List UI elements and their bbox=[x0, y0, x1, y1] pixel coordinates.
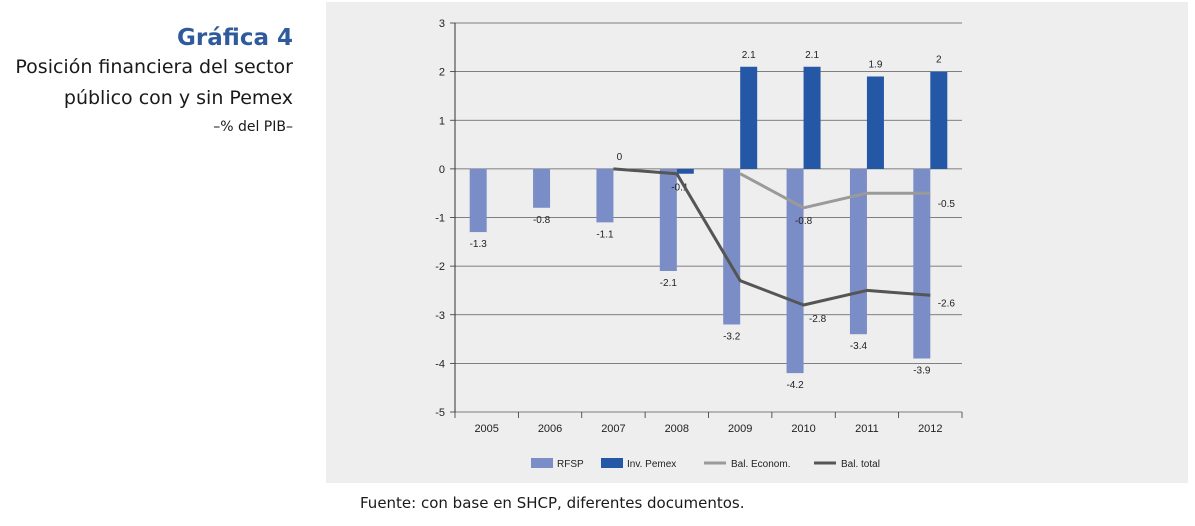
x-tick-label: 2005 bbox=[474, 423, 498, 435]
legend-label: RFSP bbox=[557, 459, 584, 470]
bar-inv-pemex bbox=[676, 168, 694, 174]
y-tick-label: 1 bbox=[439, 115, 445, 127]
line-bal-total-data-label: 0 bbox=[617, 152, 623, 163]
bar-rfsp bbox=[533, 168, 551, 208]
bar-rfsp bbox=[723, 168, 741, 325]
y-tick-label: -1 bbox=[435, 213, 445, 225]
x-tick-label: 2009 bbox=[728, 423, 752, 435]
x-tick-label: 2012 bbox=[918, 423, 942, 435]
y-tick-label: 3 bbox=[439, 18, 445, 30]
y-tick-label: -2 bbox=[435, 261, 445, 273]
data-label-rfsp: -2.1 bbox=[660, 278, 678, 289]
y-tick-label: -5 bbox=[435, 407, 445, 419]
y-tick-label: -3 bbox=[435, 310, 445, 322]
line-bal-total-data-label: -2.6 bbox=[938, 298, 956, 309]
data-label-inv-pemex: -0.1 bbox=[671, 183, 689, 194]
legend-label: Inv. Pemex bbox=[627, 459, 676, 470]
y-tick-label: -4 bbox=[435, 358, 445, 370]
x-tick-label: 2006 bbox=[538, 423, 562, 435]
bar-rfsp bbox=[659, 168, 677, 271]
data-label-rfsp: -4.2 bbox=[786, 380, 804, 391]
data-label-rfsp: -1.3 bbox=[470, 239, 488, 250]
legend-label: Bal. total bbox=[841, 459, 880, 470]
line-bal-econom bbox=[739, 172, 931, 210]
bar-inv-pemex bbox=[740, 66, 758, 169]
bar-inv-pemex bbox=[866, 76, 884, 169]
chart-title-line-1: Posición financiera del sector bbox=[15, 56, 293, 78]
line-bal-econom-data-label: -0.5 bbox=[938, 199, 956, 210]
data-label-rfsp: -3.2 bbox=[723, 331, 741, 342]
x-tick-label: 2008 bbox=[665, 423, 689, 435]
source-note: Fuente: con base en SHCP, diferentes doc… bbox=[360, 494, 745, 512]
line-bal-total bbox=[613, 167, 931, 307]
data-label-inv-pemex: 1.9 bbox=[868, 59, 882, 70]
y-tick-label: 0 bbox=[439, 164, 445, 176]
chart-subtitle: –% del PIB– bbox=[213, 119, 293, 135]
data-label-rfsp: -1.1 bbox=[596, 229, 614, 240]
legend-label: Bal. Econom. bbox=[731, 459, 790, 470]
bar-rfsp bbox=[469, 168, 487, 233]
bar-inv-pemex bbox=[803, 66, 821, 169]
chart-heading: Gráfica 4 Posición financiera del sector… bbox=[0, 24, 293, 138]
data-label-rfsp: -3.4 bbox=[850, 341, 868, 352]
data-label-inv-pemex: 2 bbox=[936, 55, 942, 66]
chart-title-line-2: público con y sin Pemex bbox=[63, 87, 293, 109]
line-bal-econom-data-label: -0.8 bbox=[795, 216, 813, 227]
data-label-inv-pemex: 2.1 bbox=[805, 50, 819, 61]
x-tick-label: 2007 bbox=[601, 423, 625, 435]
y-tick-label: 2 bbox=[439, 67, 445, 79]
x-tick-label: 2010 bbox=[791, 423, 815, 435]
data-label-rfsp: -3.9 bbox=[913, 366, 931, 377]
chart-panel: 3 2 1 0 -1 -2 -3 -4 -5 2005 2006 2007 2008 2009 2010 20… bbox=[326, 2, 1188, 483]
bar-rfsp bbox=[913, 168, 931, 359]
legend-swatch bbox=[531, 458, 553, 468]
bar-rfsp bbox=[596, 168, 614, 223]
chart-number: Gráfica 4 bbox=[177, 25, 293, 51]
bar-rfsp bbox=[786, 168, 804, 374]
legend-swatch bbox=[601, 458, 623, 468]
x-tick-label: 2011 bbox=[855, 423, 879, 435]
data-label-rfsp: -0.8 bbox=[533, 215, 551, 226]
data-label-inv-pemex: 2.1 bbox=[742, 50, 756, 61]
bar-inv-pemex bbox=[930, 71, 948, 169]
line-bal-total-data-label: -2.8 bbox=[809, 314, 827, 325]
